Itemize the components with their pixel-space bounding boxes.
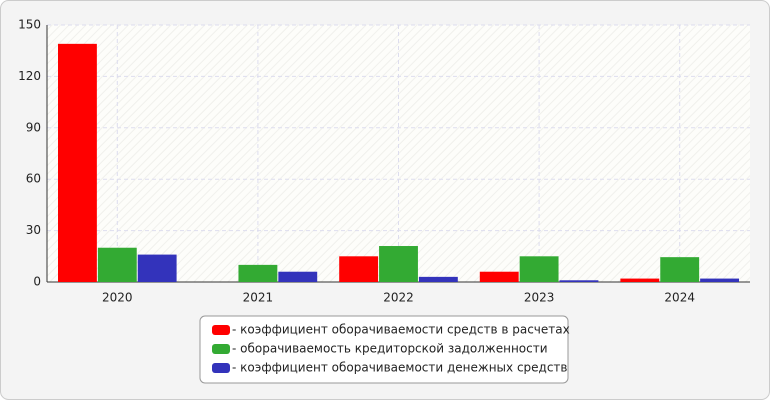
y-tick-label: 120 [18, 69, 41, 83]
bar [660, 257, 700, 282]
legend-label: - коэффициент оборачиваемости средств в … [232, 323, 570, 337]
bar [339, 256, 379, 282]
legend-box [199, 315, 569, 384]
x-tick-label: 2024 [664, 291, 695, 305]
y-tick-label: 0 [33, 275, 41, 289]
legend-swatch [212, 325, 230, 335]
x-tick-label: 2020 [102, 291, 133, 305]
y-tick-label: 60 [26, 172, 41, 186]
bar [559, 280, 599, 282]
y-tick-label: 90 [26, 120, 41, 134]
bar [58, 43, 97, 283]
bar [278, 271, 318, 282]
bar [97, 247, 137, 282]
bar [238, 264, 278, 282]
bar [137, 254, 177, 282]
x-tick-label: 2022 [383, 291, 414, 305]
legend-swatch [212, 344, 230, 354]
legend-label: - коэффициент оборачиваемости денежных с… [232, 361, 568, 375]
bar [519, 256, 559, 282]
legend-swatch [212, 363, 230, 373]
x-tick-label: 2023 [524, 291, 555, 305]
bar [479, 271, 519, 282]
legend-label: - оборачиваемость кредиторской задолженн… [232, 342, 548, 356]
bar [620, 278, 660, 282]
bar [379, 246, 418, 282]
bar [700, 278, 739, 282]
x-tick-label: 2021 [243, 291, 274, 305]
y-tick-label: 30 [26, 223, 41, 237]
y-tick-label: 150 [18, 18, 41, 32]
bar [418, 276, 458, 282]
